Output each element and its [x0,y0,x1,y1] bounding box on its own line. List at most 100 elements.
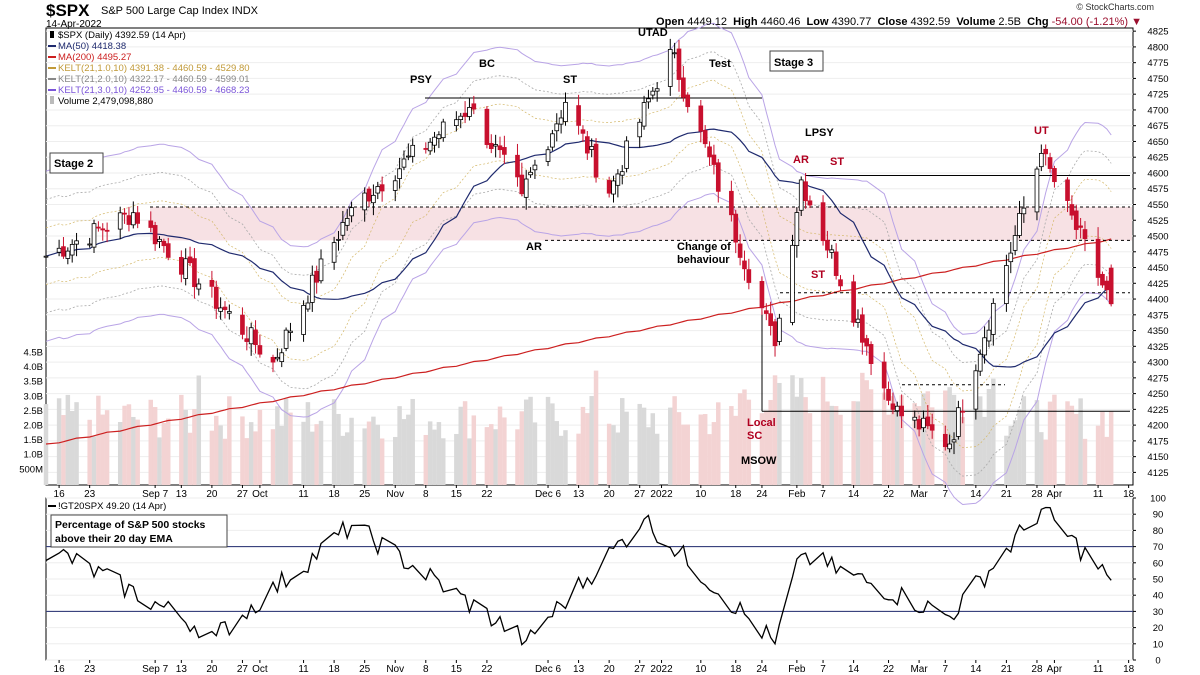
y-tick-label: 4300 [1147,358,1168,369]
y-tick-label: 4325 [1147,342,1168,353]
volume-bar [432,429,437,485]
volume-bar [401,419,407,485]
volume-bar [668,407,673,485]
candle-up [349,207,354,217]
candle-down [825,239,830,251]
volume-bar [772,375,778,485]
marked-zone [150,207,1132,241]
y-tick-label: 4475 [1147,247,1168,258]
candle-up [956,407,961,437]
y-tick-label: 4150 [1147,452,1168,463]
volume-tick-label: 3.0B [23,391,43,402]
close-value: 4392.59 [910,16,951,28]
y-tick-label: 4700 [1147,105,1168,116]
volume-bar [895,409,900,485]
high-value: 4460.46 [760,16,801,28]
x-tick-label: 27 [634,664,646,675]
candle-up [951,439,957,443]
volume-bar [838,414,843,485]
label-st: ST [563,74,577,86]
candle-down [270,356,276,363]
volume-bar [301,421,306,485]
candle-up [87,243,92,246]
volume-bar [986,389,992,485]
volume-bar [336,413,341,485]
candle-up [427,141,433,152]
candle-up [406,155,411,158]
x-tick-label: 13 [573,489,585,500]
volume-bar [279,425,284,485]
keltner-channels [45,22,1112,506]
candle-down [104,229,110,232]
volume-bar [371,416,376,485]
label-msow: MSOW [741,455,777,467]
volume-bar [606,423,612,485]
x-tick-label: Dec 6 [535,664,562,675]
volume-bar [676,412,682,485]
candle-up [65,250,71,259]
volume-bar [1008,425,1014,485]
keltner-upper [45,79,1112,392]
candle-down [96,226,101,229]
volume-bar [580,406,586,485]
volume-bar [881,392,887,485]
volume-bar [436,422,442,485]
volume-bar [890,396,896,485]
candle-up [130,212,136,226]
y-tick-label: 4600 [1147,168,1168,179]
volume-bar [523,399,529,485]
candle-down [135,212,141,224]
candle-down [126,215,132,225]
x-tick-label: 18 [329,489,341,500]
candle-down [759,281,765,309]
candle-down [379,184,385,192]
volume-bar [768,399,773,485]
candle-up [401,158,407,168]
stage2-box: Stage 2 [49,152,104,174]
candle-down [925,416,931,427]
candle-down [606,180,612,194]
volume-bar [641,407,647,485]
volume-tick-label: 500M [19,464,43,475]
candle-up [986,329,992,342]
symbol-name: S&P 500 Large Cap Index INDX [101,5,258,17]
brand-watermark: © StockCharts.com [1076,2,1154,12]
candle-down [576,105,581,126]
keltner-lower [45,192,1112,506]
candle-up [982,337,987,356]
low-label: Low [806,16,829,28]
candle-down [864,338,870,347]
candle-up [667,49,673,87]
candle-up [1017,213,1022,236]
volume-bar [179,394,184,485]
candle-up [331,242,337,263]
ohlc-summary: Open 4449.12 High 4460.46 Low 4390.77 Cl… [656,16,1142,28]
candle-down [833,251,839,276]
candle-down [737,243,743,258]
candle-up [672,52,677,55]
legend-item: KELT(21,2.0,10) 4322.17 - 4460.59 - 4599… [58,74,250,85]
x-tick-label: 14 [970,489,982,500]
label-local: Local [747,417,776,429]
candle-up [309,274,315,303]
volume-bar [161,423,167,485]
candle-up [611,180,616,195]
candle-down [165,243,171,258]
volume-bar [742,389,747,485]
indicator-y-tick-label: 90 [1153,510,1164,521]
candle-down [515,154,520,178]
volume-bar [462,401,468,485]
indicator-y-tick-label: 100 [1150,494,1166,505]
candle-down [187,256,193,264]
x-tick-label: 20 [206,664,218,675]
volume-bar [777,382,782,485]
candle-down [916,419,922,430]
candle-up [432,136,437,146]
volume-bar [650,413,656,485]
volume-bar [973,395,979,485]
candle-down [593,143,599,178]
x-tick-label: 18 [1123,664,1135,675]
volume-tick-label: 2.0B [23,421,43,432]
candle-down [838,279,843,287]
